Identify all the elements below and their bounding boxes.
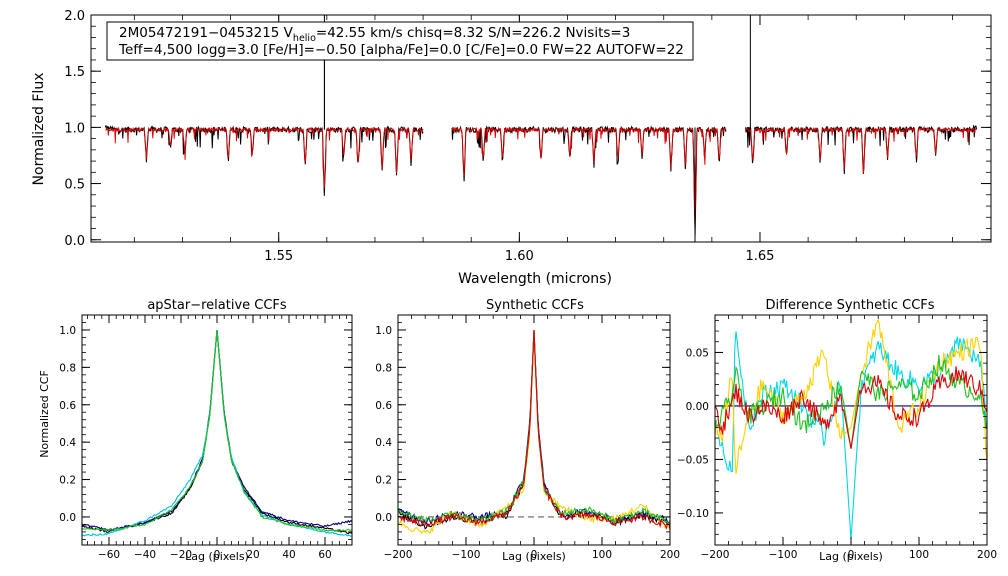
observed-spectrum-chip-2 <box>451 125 727 236</box>
info-line-1: 2M05472191−0453215 Vhelio=42.55 km/s chi… <box>119 25 630 44</box>
x-tick-label: 1.55 <box>264 249 293 264</box>
y-tick-label: 0.00 <box>686 401 709 413</box>
x-tick-label: −200 <box>701 549 730 561</box>
y-tick-label: 1.0 <box>375 325 392 337</box>
ccf-series-visit-3 <box>81 329 353 532</box>
ccf-series-visit-4 <box>714 366 988 449</box>
synthetic-ccf-axis-ticks: −200 −100 0 100 200 0.0 0.2 0.4 0.6 0.8 1.0 <box>375 314 680 561</box>
ccf-series-visit-2 <box>714 318 988 474</box>
x-tick-label: 100 <box>909 549 929 561</box>
ccf-series-visit-1 <box>81 329 353 532</box>
y-tick-label: 0.6 <box>375 400 392 412</box>
x-tick-label: 0 <box>531 549 538 561</box>
y-tick-label: 0.0 <box>375 512 392 524</box>
x-tick-label: 1.65 <box>746 249 775 264</box>
y-tick-label: 0.6 <box>59 400 76 412</box>
difference-ccf-panel: Difference Synthetic CCFs −200 −100 0 100 20… <box>677 298 997 563</box>
y-tick-label: 2.0 <box>64 9 85 24</box>
apstar-ccf-frame <box>81 314 353 546</box>
ccf-series-visit-2 <box>81 329 353 537</box>
info-line-1-seg-1: 2M05472191−0453215 V <box>119 25 294 41</box>
y-tick-label: 0.0 <box>59 512 76 524</box>
spectrum-panel: 1.55 1.60 1.65 0.0 0.5 1.0 1.5 2.0 2M05472191−0… <box>31 9 992 287</box>
difference-ccf-frame <box>714 314 988 546</box>
apstar-ccf-axis-ticks: −60 −40 −20 0 20 40 60 0.0 0.2 0.4 0.6 0.8 1.0 <box>59 314 352 561</box>
x-tick-label: −100 <box>769 549 798 561</box>
info-box <box>106 21 694 61</box>
ccf-series-combined <box>397 329 671 530</box>
x-tick-label: −200 <box>384 549 413 561</box>
x-tick-label: −20 <box>170 549 192 561</box>
x-tick-label: −100 <box>452 549 481 561</box>
synthetic-ccf-panel: Synthetic CCFs −200 −100 0 100 200 0.0 0.2 0.4 0… <box>375 298 680 563</box>
spectrum-plot-area <box>104 15 978 242</box>
spectrum-xlabel: Wavelength (microns) <box>458 271 612 287</box>
ccf-series-visit-1 <box>397 329 671 526</box>
x-tick-label: 1.60 <box>505 249 534 264</box>
info-line-2: Teff=4,500 logg=3.0 [Fe/H]=−0.50 [alpha/… <box>118 42 684 58</box>
model-spectrum-chip-3 <box>745 126 977 174</box>
y-tick-label: −0.05 <box>677 454 709 466</box>
spectrum-ylabel: Normalized Flux <box>31 73 47 186</box>
y-tick-label: 0.8 <box>59 362 76 374</box>
y-tick-label: 0.05 <box>686 347 709 359</box>
x-tick-label: 40 <box>282 549 295 561</box>
ccf-series-visit-2 <box>397 329 671 535</box>
apstar-ccf-plot-area <box>81 329 353 537</box>
difference-ccf-xlabel: Lag (pixels) <box>819 550 883 563</box>
x-tick-label: 60 <box>318 549 331 561</box>
apstar-ccf-panel: apStar−relative CCFs −60 −40 −20 0 20 40 60 0.0… <box>38 298 353 563</box>
model-spectrum-chip-1 <box>105 126 424 188</box>
apstar-ccf-title: apStar−relative CCFs <box>147 298 287 313</box>
y-tick-label: 0.0 <box>64 234 85 249</box>
synthetic-ccf-plot-area <box>397 329 671 535</box>
difference-ccf-axis-ticks: −200 −100 0 100 200 −0.10 −0.05 0.00 0.05 <box>677 315 997 561</box>
x-tick-label: 100 <box>592 549 612 561</box>
ccf-series-visit-3 <box>397 329 671 526</box>
y-tick-label: 1.0 <box>59 325 76 337</box>
x-tick-label: 20 <box>246 549 259 561</box>
y-tick-label: 1.5 <box>64 65 85 80</box>
x-tick-label: −40 <box>134 549 156 561</box>
difference-ccf-plot-area <box>714 318 988 540</box>
x-tick-label: −60 <box>98 549 120 561</box>
spectrum-axis-ticks: 1.55 1.60 1.65 0.0 0.5 1.0 1.5 2.0 <box>64 9 991 264</box>
synthetic-ccf-title: Synthetic CCFs <box>486 298 584 313</box>
info-line-1-seg-3: =42.55 km/s chisq=8.32 S/N=226.2 Nvisits… <box>316 25 630 41</box>
y-tick-label: 0.5 <box>64 178 85 193</box>
y-tick-label: 0.4 <box>375 437 392 449</box>
ccf-series-combined <box>81 329 353 535</box>
x-tick-label: 0 <box>214 549 221 561</box>
model-spectrum-chip-2 <box>451 126 727 225</box>
x-tick-label: 0 <box>848 549 855 561</box>
y-tick-label: 0.4 <box>59 437 76 449</box>
x-tick-label: 200 <box>660 549 680 561</box>
x-tick-label: 200 <box>977 549 997 561</box>
difference-ccf-title: Difference Synthetic CCFs <box>765 298 934 313</box>
y-tick-label: 1.0 <box>64 121 85 136</box>
ccf-series-visit-3 <box>714 354 988 449</box>
info-line-1-subscript: helio <box>293 33 316 44</box>
apstar-ccf-ylabel: Normalized CCF <box>38 370 51 458</box>
spectrum-frame <box>90 14 992 243</box>
apstar-ccf-xlabel: Lag (pixels) <box>185 550 249 563</box>
y-tick-label: 0.2 <box>59 475 76 487</box>
y-tick-label: 0.8 <box>375 362 392 374</box>
synthetic-ccf-xlabel: Lag (pixels) <box>502 550 566 563</box>
y-tick-label: 0.2 <box>375 475 392 487</box>
ccf-series-visit-4 <box>397 329 671 530</box>
y-tick-label: −0.10 <box>677 508 709 520</box>
